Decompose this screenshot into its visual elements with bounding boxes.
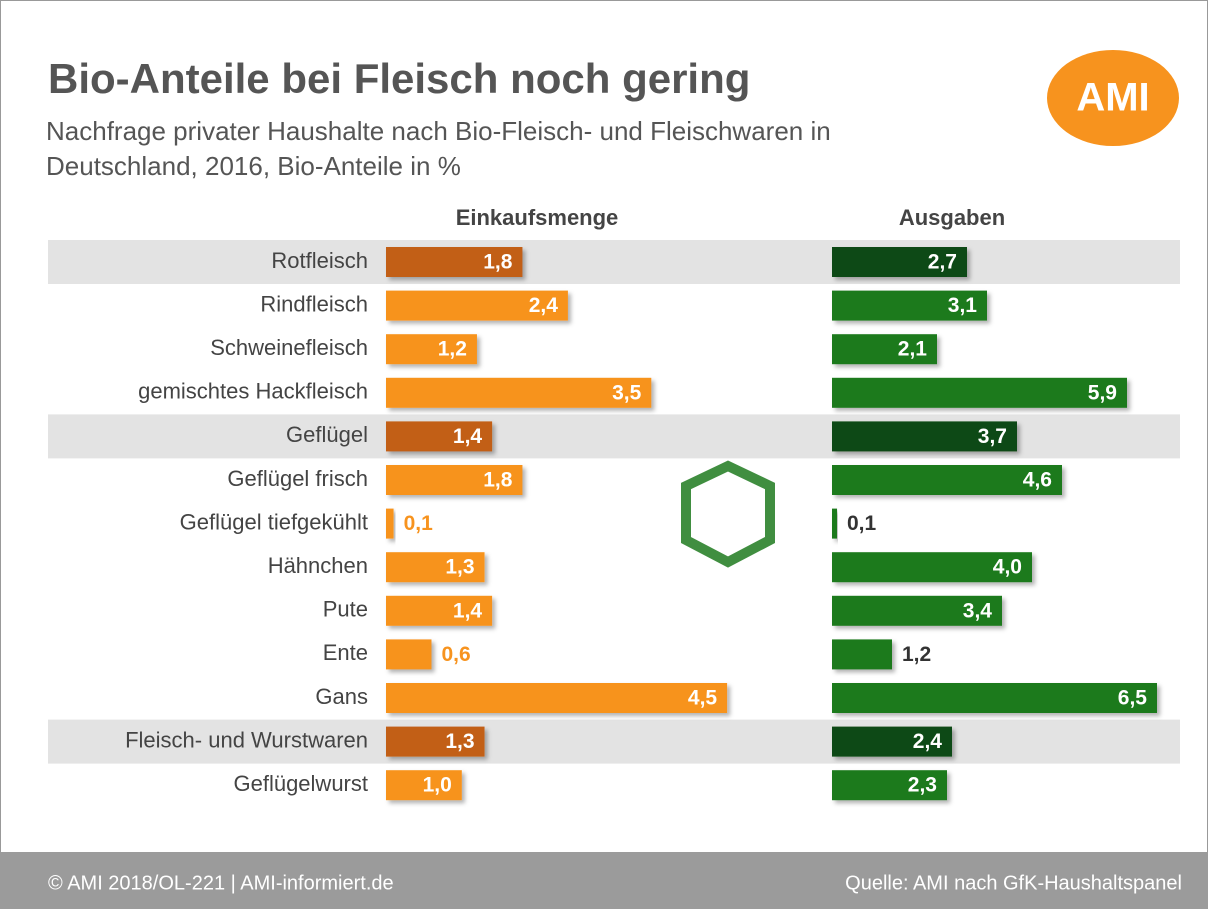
legend-label: Ausgaben [899, 205, 1005, 230]
value-label: 4,0 [993, 556, 1022, 579]
bar [832, 247, 967, 277]
row-highlight [48, 240, 1180, 284]
bar [832, 552, 1032, 583]
value-label: 5,9 [1088, 381, 1117, 404]
bar [832, 290, 987, 321]
footer-right: Quelle: AMI nach GfK-Haushaltspanel [845, 872, 1182, 894]
value-label: 1,4 [453, 599, 483, 622]
bar [832, 770, 947, 801]
value-label: 3,5 [612, 381, 642, 404]
bar [386, 508, 394, 539]
value-label: 6,5 [1118, 687, 1148, 710]
category-label: Ente [323, 640, 368, 665]
category-label: Fleisch- und Wurstwaren [125, 727, 368, 752]
value-label: 2,4 [913, 730, 943, 753]
value-label: 1,8 [483, 469, 513, 492]
value-label: 2,1 [898, 338, 928, 361]
bar [386, 334, 477, 365]
value-label: 1,8 [483, 251, 513, 274]
value-label: 1,2 [438, 338, 467, 361]
bar [386, 247, 523, 277]
value-label: 3,1 [948, 294, 978, 317]
bar [832, 377, 1127, 408]
bar [386, 639, 432, 670]
value-label: 2,3 [908, 774, 937, 797]
category-label: Geflügel frisch [227, 466, 368, 491]
chart-title: Bio-Anteile bei Fleisch noch gering [48, 55, 750, 102]
category-label: Geflügelwurst [233, 771, 368, 796]
bar [832, 421, 1017, 452]
value-label: 2,4 [529, 294, 559, 317]
bar [832, 465, 1062, 495]
legend-label: Einkaufsmenge [456, 205, 619, 230]
bar [832, 683, 1157, 713]
category-label: Schweinefleisch [210, 335, 368, 360]
logo [1047, 50, 1179, 146]
category-label: Rotfleisch [271, 248, 368, 273]
subtitle-box: Nachfrage privater Haushalte nach Bio-Fl… [46, 116, 831, 181]
footer [0, 852, 1208, 909]
bar [386, 290, 568, 321]
category-label: gemischtes Hackfleisch [138, 379, 368, 404]
category-label: Gans [315, 684, 368, 709]
bar [386, 421, 493, 452]
bar [832, 334, 937, 365]
value-label: 4,6 [1023, 469, 1052, 492]
value-label: 1,0 [423, 774, 452, 797]
row-highlight [48, 719, 1180, 764]
category-label: Geflügel tiefgekühlt [180, 509, 368, 534]
bar [386, 770, 462, 801]
bar [386, 465, 523, 495]
category-label: Rindfleisch [260, 291, 368, 316]
bar [386, 683, 728, 713]
category-label: Pute [323, 597, 368, 622]
bar [386, 726, 485, 757]
value-label: 1,4 [453, 425, 483, 448]
logo-text: AMI [1076, 76, 1149, 120]
bar [832, 726, 952, 757]
category-label: Hähnchen [268, 553, 368, 578]
bar [832, 508, 837, 539]
value-label: 2,7 [928, 251, 957, 274]
category-label: Geflügel [286, 422, 368, 447]
value-label: 1,3 [445, 556, 474, 579]
value-label: 4,5 [688, 687, 718, 710]
bar [832, 639, 892, 670]
footer-left: © AMI 2018/OL-221 | AMI-informiert.de [48, 872, 394, 894]
value-label: 1,2 [902, 643, 931, 666]
chart-subtitle: Nachfrage privater Haushalte nach Bio-Fl… [46, 116, 831, 181]
bar [832, 595, 1002, 626]
bar [386, 552, 485, 583]
value-label: 1,3 [445, 730, 474, 753]
value-label: 0,1 [847, 512, 877, 535]
value-label: 3,4 [963, 599, 993, 622]
bar [386, 595, 493, 626]
bio-icon [681, 460, 775, 568]
value-label: 0,6 [441, 643, 470, 666]
bar [386, 377, 652, 408]
value-label: 0,1 [404, 512, 434, 535]
value-label: 3,7 [978, 425, 1007, 448]
